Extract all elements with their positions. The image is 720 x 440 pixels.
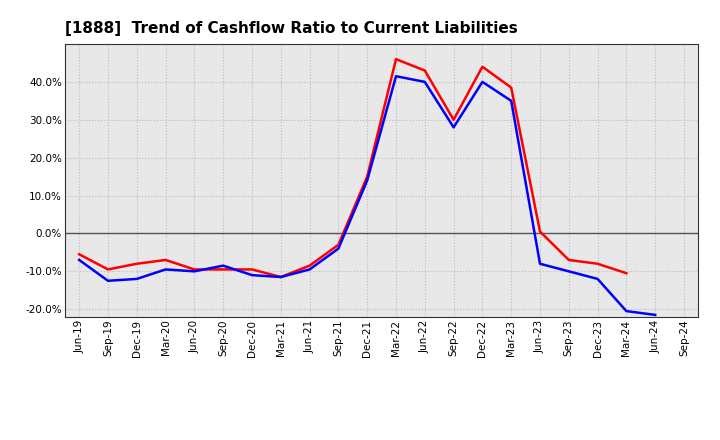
Line: Operating CF to Current Liabilities: Operating CF to Current Liabilities bbox=[79, 59, 626, 277]
Operating CF to Current Liabilities bbox=[622, 271, 631, 276]
Free CF to Current Liabilities bbox=[75, 257, 84, 263]
Operating CF to Current Liabilities bbox=[392, 56, 400, 62]
Free CF to Current Liabilities bbox=[276, 275, 285, 280]
Operating CF to Current Liabilities bbox=[334, 242, 343, 247]
Free CF to Current Liabilities bbox=[334, 246, 343, 251]
Free CF to Current Liabilities bbox=[161, 267, 170, 272]
Free CF to Current Liabilities bbox=[478, 79, 487, 84]
Operating CF to Current Liabilities bbox=[536, 229, 544, 234]
Free CF to Current Liabilities bbox=[190, 269, 199, 274]
Legend: Operating CF to Current Liabilities, Free CF to Current Liabilities: Operating CF to Current Liabilities, Fre… bbox=[156, 437, 608, 440]
Free CF to Current Liabilities bbox=[219, 263, 228, 268]
Operating CF to Current Liabilities bbox=[478, 64, 487, 70]
Operating CF to Current Liabilities bbox=[132, 261, 141, 266]
Operating CF to Current Liabilities bbox=[75, 252, 84, 257]
Free CF to Current Liabilities bbox=[507, 98, 516, 103]
Operating CF to Current Liabilities bbox=[276, 275, 285, 280]
Free CF to Current Liabilities bbox=[536, 261, 544, 266]
Free CF to Current Liabilities bbox=[622, 308, 631, 314]
Line: Free CF to Current Liabilities: Free CF to Current Liabilities bbox=[79, 76, 655, 315]
Free CF to Current Liabilities bbox=[564, 269, 573, 274]
Text: [1888]  Trend of Cashflow Ratio to Current Liabilities: [1888] Trend of Cashflow Ratio to Curren… bbox=[65, 21, 518, 36]
Free CF to Current Liabilities bbox=[420, 79, 429, 84]
Operating CF to Current Liabilities bbox=[248, 267, 256, 272]
Free CF to Current Liabilities bbox=[248, 272, 256, 278]
Free CF to Current Liabilities bbox=[305, 267, 314, 272]
Operating CF to Current Liabilities bbox=[420, 68, 429, 73]
Operating CF to Current Liabilities bbox=[363, 174, 372, 179]
Free CF to Current Liabilities bbox=[651, 312, 660, 318]
Operating CF to Current Liabilities bbox=[593, 261, 602, 266]
Free CF to Current Liabilities bbox=[104, 278, 112, 283]
Operating CF to Current Liabilities bbox=[104, 267, 112, 272]
Operating CF to Current Liabilities bbox=[564, 257, 573, 263]
Operating CF to Current Liabilities bbox=[449, 117, 458, 122]
Free CF to Current Liabilities bbox=[363, 178, 372, 183]
Free CF to Current Liabilities bbox=[449, 125, 458, 130]
Operating CF to Current Liabilities bbox=[507, 85, 516, 90]
Operating CF to Current Liabilities bbox=[190, 267, 199, 272]
Free CF to Current Liabilities bbox=[132, 276, 141, 282]
Operating CF to Current Liabilities bbox=[305, 263, 314, 268]
Free CF to Current Liabilities bbox=[593, 276, 602, 282]
Operating CF to Current Liabilities bbox=[161, 257, 170, 263]
Operating CF to Current Liabilities bbox=[219, 267, 228, 272]
Free CF to Current Liabilities bbox=[392, 73, 400, 79]
